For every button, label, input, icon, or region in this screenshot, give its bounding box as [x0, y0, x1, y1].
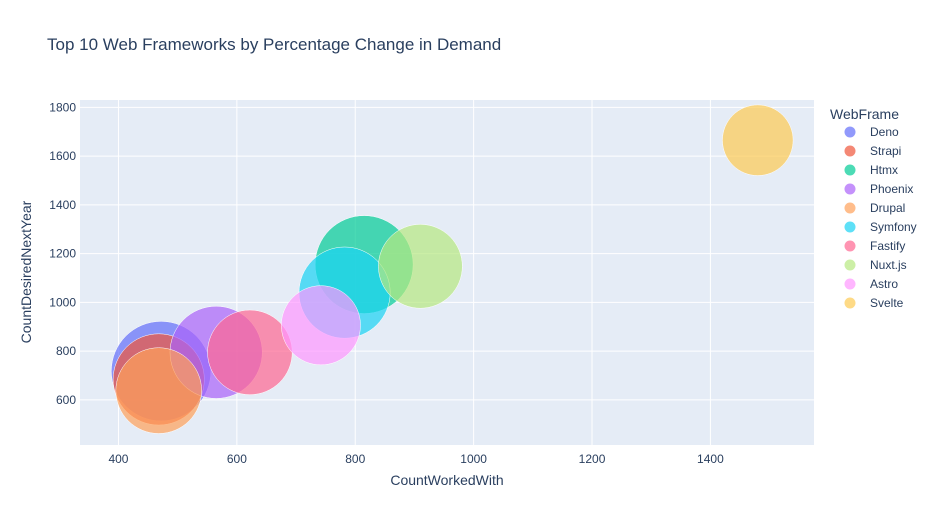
legend-title: WebFrame — [830, 106, 899, 122]
x-tick-label: 1200 — [579, 452, 606, 466]
y-axis-title: CountDesiredNextYear — [18, 200, 34, 343]
legend-marker — [844, 259, 856, 271]
bubble-fastify[interactable] — [207, 309, 293, 395]
y-tick-label: 600 — [56, 393, 76, 407]
legend-marker — [844, 278, 856, 290]
x-tick-label: 800 — [345, 452, 365, 466]
legend-item-strapi[interactable]: Strapi — [844, 144, 902, 158]
legend-marker — [844, 297, 856, 309]
legend-label: Svelte — [870, 296, 904, 310]
legend-label: Strapi — [870, 144, 901, 158]
legend-label: Drupal — [870, 201, 905, 215]
legend-items[interactable]: Deno Strapi Htmx Phoenix Drupal Symfony Fastif… — [844, 125, 917, 310]
legend-marker — [844, 202, 856, 214]
legend-marker — [844, 145, 856, 157]
legend-item-astro[interactable]: Astro — [844, 277, 899, 291]
legend-label: Htmx — [870, 163, 898, 177]
y-tick-label: 1400 — [49, 198, 76, 212]
legend-item-phoenix[interactable]: Phoenix — [844, 182, 914, 196]
legend[interactable]: WebFrame Deno Strapi Htmx Phoenix Drupal Symf… — [830, 106, 917, 310]
legend-item-deno[interactable]: Deno — [844, 125, 900, 139]
legend-label: Deno — [870, 125, 899, 139]
bubble-astro[interactable] — [281, 285, 361, 366]
y-tick-label: 1000 — [49, 295, 76, 309]
legend-marker — [844, 164, 856, 176]
legend-label: Symfony — [870, 220, 917, 234]
legend-item-drupal[interactable]: Drupal — [844, 201, 906, 215]
bubble-drupal[interactable] — [115, 347, 202, 434]
legend-item-nuxt-js[interactable]: Nuxt.js — [844, 258, 907, 272]
legend-marker — [844, 183, 856, 195]
legend-marker — [844, 221, 856, 233]
legend-label: Phoenix — [870, 182, 913, 196]
y-tick-label: 1600 — [49, 149, 76, 163]
x-axis-title: CountWorkedWith — [390, 472, 503, 488]
legend-item-fastify[interactable]: Fastify — [844, 239, 906, 253]
tick-labels: 400 600 800 1000 1200 1400 600 800 1000 1200 1400 1… — [49, 100, 724, 466]
x-tick-label: 1400 — [697, 452, 724, 466]
bubble-layer — [111, 104, 794, 434]
chart-title: Top 10 Web Frameworks by Percentage Chan… — [47, 35, 501, 54]
y-tick-label: 1800 — [49, 100, 76, 114]
bubble-svelte[interactable] — [722, 104, 794, 176]
y-tick-label: 800 — [56, 344, 76, 358]
legend-marker — [844, 126, 856, 138]
legend-marker — [844, 240, 856, 252]
bubble-nuxt-js[interactable] — [378, 224, 463, 309]
legend-item-symfony[interactable]: Symfony — [844, 220, 917, 234]
legend-label: Nuxt.js — [870, 258, 907, 272]
legend-item-htmx[interactable]: Htmx — [844, 163, 899, 177]
x-tick-label: 600 — [227, 452, 247, 466]
x-tick-label: 1000 — [460, 452, 487, 466]
legend-label: Astro — [870, 277, 898, 291]
y-tick-label: 1200 — [49, 247, 76, 261]
legend-label: Fastify — [870, 239, 905, 253]
x-tick-label: 400 — [108, 452, 128, 466]
legend-item-svelte[interactable]: Svelte — [844, 296, 904, 310]
